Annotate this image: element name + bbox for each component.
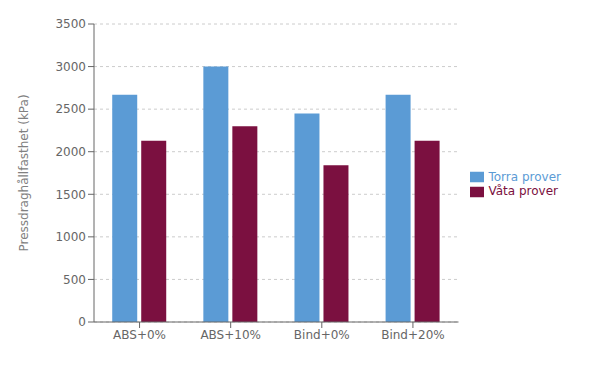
svg-text:Pressdraghållfasthet (kPa): Pressdraghållfasthet (kPa) (17, 94, 31, 251)
svg-text:Bind+0%: Bind+0% (294, 328, 350, 342)
svg-text:2500: 2500 (55, 102, 86, 116)
svg-text:500: 500 (63, 273, 86, 287)
svg-text:1500: 1500 (55, 188, 86, 202)
svg-text:0: 0 (78, 315, 86, 329)
html-text:Våta prover: Våta prover (488, 184, 558, 198)
html-text:Torra prover: Torra prover (488, 169, 561, 184)
svg-text:ABS+10%: ABS+10% (200, 328, 261, 342)
svg-text:Bind+20%: Bind+20% (381, 328, 445, 342)
svg-text:3000: 3000 (55, 60, 86, 74)
svg-text:3500: 3500 (55, 17, 86, 31)
svg-text:1000: 1000 (55, 230, 86, 244)
svg-text:ABS+0%: ABS+0% (113, 328, 166, 342)
svg-text:2000: 2000 (55, 145, 86, 159)
